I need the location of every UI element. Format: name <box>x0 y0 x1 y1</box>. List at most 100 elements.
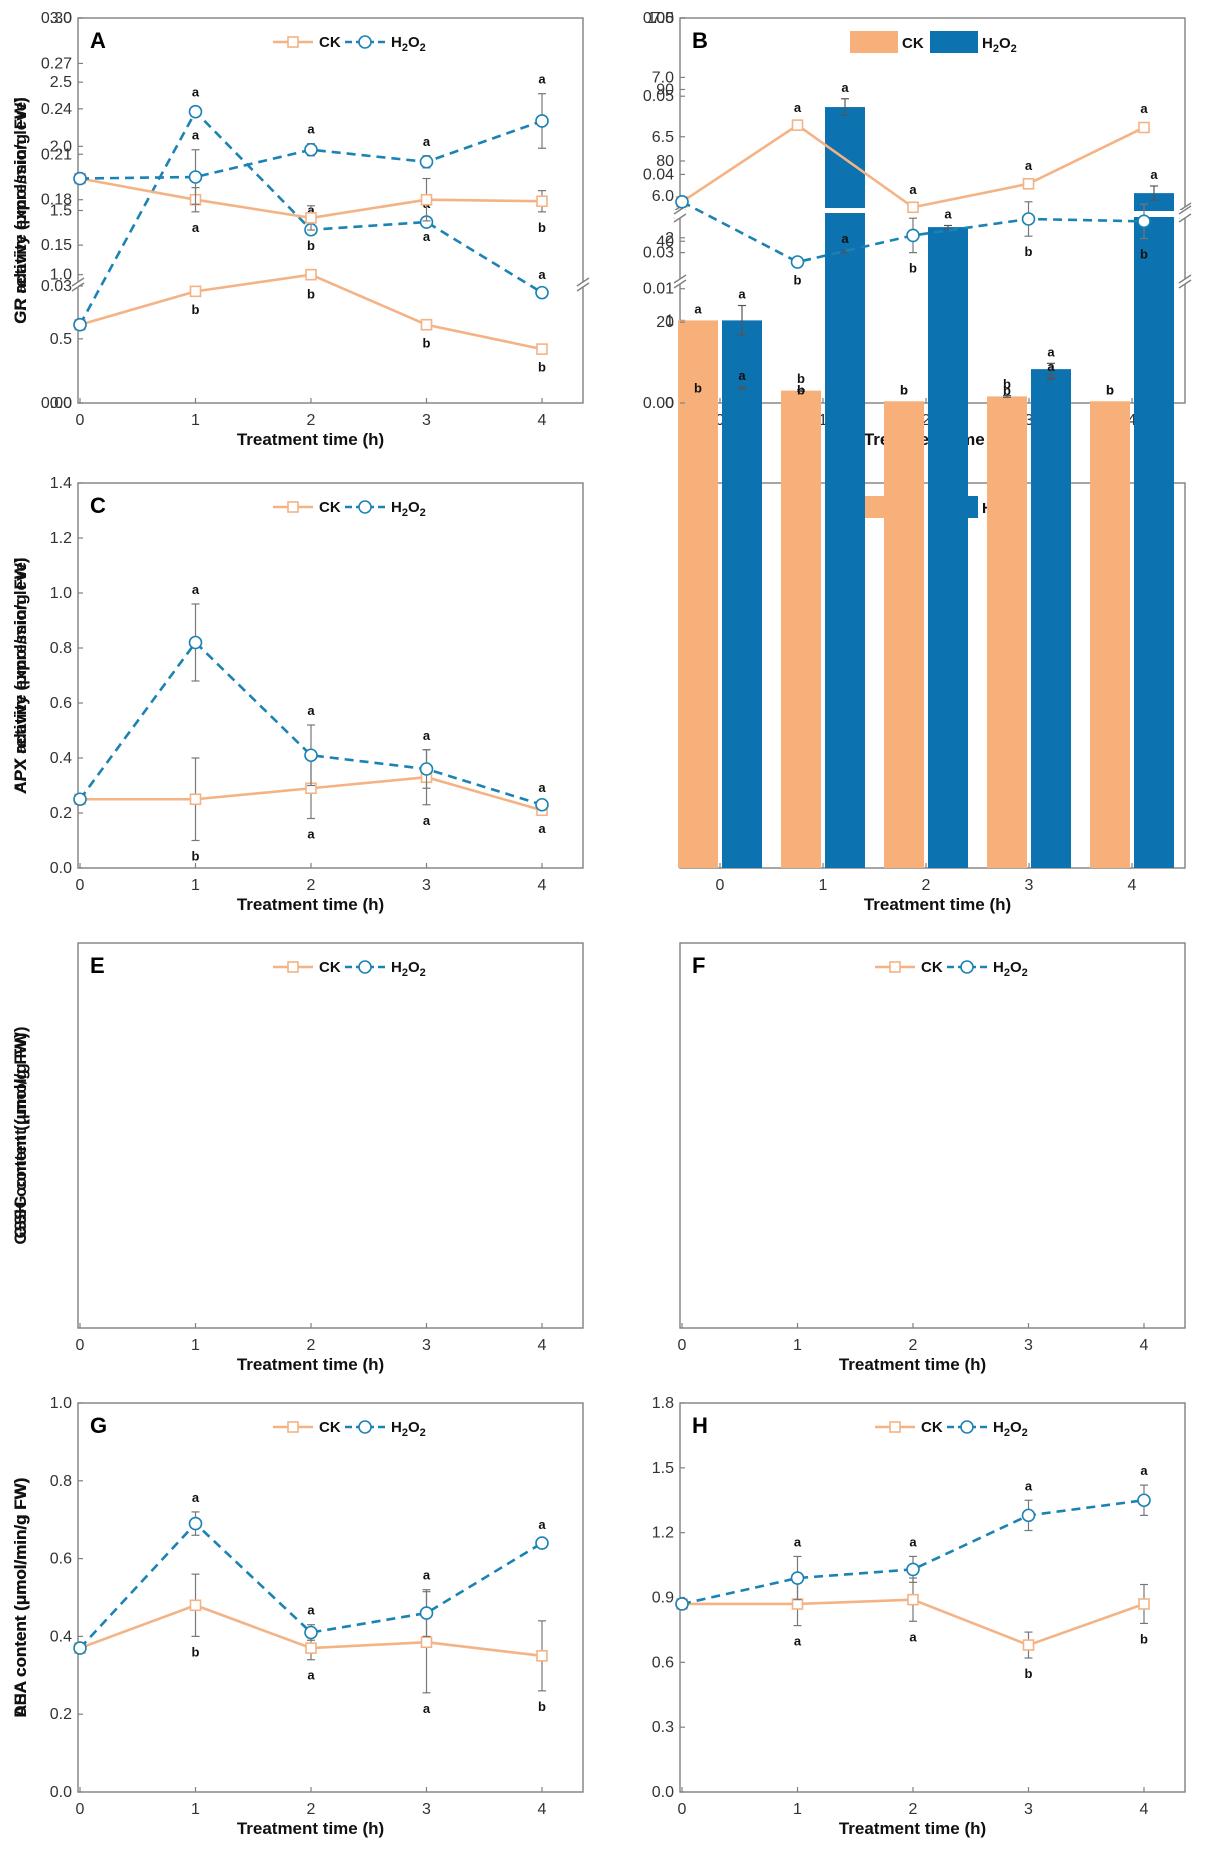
significance-label: a <box>738 368 746 383</box>
x-tick-label: 1 <box>191 412 200 429</box>
ck-bar <box>678 399 718 868</box>
significance-label: b <box>900 382 908 397</box>
ck-bar <box>1090 401 1130 868</box>
x-tick-label: 3 <box>422 877 431 894</box>
axis-break-gap <box>577 282 589 287</box>
h2o2-data-point <box>304 142 318 157</box>
ck-bar <box>781 401 821 868</box>
ck-data-point <box>536 343 548 355</box>
ck-data-point <box>189 793 202 806</box>
legend-ck-marker <box>287 1421 299 1433</box>
y-tick-label: 1.0 <box>50 585 72 602</box>
y-tick-label: 1.2 <box>50 530 72 547</box>
ck-data-point <box>189 1599 202 1612</box>
significance-label: b <box>192 1644 200 1659</box>
x-tick-label: 2 <box>307 1337 316 1354</box>
legend-h2o2-sub: 2 <box>1022 1427 1028 1439</box>
significance-label: a <box>794 100 802 115</box>
axis-break-mark <box>1178 274 1192 284</box>
y-tick-label: 0.3 <box>652 1719 674 1736</box>
legend-h2o2-part: H <box>391 1419 402 1436</box>
legend-ck-label: CK <box>319 1419 341 1436</box>
significance-label: a <box>1047 344 1055 359</box>
ck-data-point <box>1138 121 1150 134</box>
legend-ck-label: CK <box>902 35 924 52</box>
panel-label: C <box>90 493 106 518</box>
x-tick-label: 4 <box>538 1337 547 1354</box>
ck-bar <box>987 402 1027 868</box>
h2o2-data-point <box>1021 1508 1036 1523</box>
significance-label: b <box>694 380 702 395</box>
h2o2-data-point <box>790 1571 805 1585</box>
significance-label: a <box>944 206 952 221</box>
x-tick-label: 0 <box>76 1337 85 1354</box>
ck-data-point <box>907 1593 919 1606</box>
significance-label: b <box>307 238 315 253</box>
y-tick-label: 0 <box>665 395 674 412</box>
significance-label: a <box>423 229 431 244</box>
y-tick-label: 0.01 <box>643 281 674 298</box>
y-tick-label: 0.8 <box>50 1473 72 1490</box>
y-tick-label: 0.00 <box>643 395 674 412</box>
axis-break-mark <box>673 213 687 223</box>
legend-h2o2-marker <box>960 960 974 974</box>
legend-ck-marker <box>287 501 299 513</box>
h2o2-data-point <box>1137 1493 1151 1508</box>
panel-label: E <box>90 953 105 978</box>
legend-h2o2-sub: 2 <box>1011 43 1017 55</box>
h2o2-data-point <box>188 104 203 119</box>
y-tick-label: 0.03 <box>41 278 72 295</box>
x-tick-label: 0 <box>678 1801 687 1818</box>
significance-label: a <box>909 1534 917 1549</box>
h2o2-data-point <box>188 635 203 650</box>
panel-label: B <box>692 28 708 53</box>
ck-data-point <box>305 212 317 224</box>
ck-data-point <box>791 1598 804 1610</box>
h2o2-bar <box>1134 193 1174 868</box>
significance-label: b <box>909 261 917 276</box>
x-tick-label: 2 <box>909 1801 918 1818</box>
axis-break-mark <box>576 282 590 292</box>
significance-label: a <box>423 1701 431 1716</box>
panel-h: 0.0 0.3 0.6 0.9 1.2 1.5 1.8 0 1 2 3 4 Treatment time… <box>11 1395 1186 1838</box>
h2o2-data-point <box>73 1641 87 1655</box>
significance-label: a <box>909 1629 917 1644</box>
legend-h2o2-sub: 2 <box>402 1427 408 1439</box>
x-tick-label: 3 <box>422 1801 431 1818</box>
h2o2-data-point <box>73 171 87 186</box>
significance-label: a <box>538 267 546 282</box>
y-tick-label: 0.0 <box>652 1784 674 1801</box>
h2o2-data-point <box>304 1625 318 1640</box>
y-axis-label-gene: GR <box>11 298 30 324</box>
legend-ck-marker <box>287 36 299 48</box>
axis-break-gap <box>674 279 686 284</box>
y-axis-label-gene: APX <box>11 757 30 795</box>
x-tick-label: 3 <box>1024 1337 1033 1354</box>
significance-label: b <box>538 1699 546 1714</box>
significance-label: a <box>1047 359 1055 374</box>
x-tick-label: 1 <box>819 412 828 429</box>
legend-ck-label: CK <box>921 1419 943 1436</box>
y-tick-label: 2.5 <box>50 74 72 91</box>
ck-bar <box>987 396 1027 403</box>
plot-frame <box>679 1402 1186 1793</box>
y-tick-label: 0.8 <box>50 640 72 657</box>
legend-h2o2-marker <box>358 500 372 514</box>
significance-label: a <box>307 703 315 718</box>
significance-label: b <box>1106 382 1114 397</box>
legend-h2o2-sub: 2 <box>1004 1427 1010 1439</box>
ck-data-point <box>536 195 548 208</box>
ck-data-point <box>791 119 804 131</box>
x-tick-label: 0 <box>76 1801 85 1818</box>
significance-label: a <box>794 1634 802 1649</box>
panel-label: G <box>90 1413 107 1438</box>
significance-label: a <box>192 85 200 100</box>
legend-h2o2-part: H <box>391 34 402 51</box>
y-tick-label: 1.0 <box>50 1395 72 1412</box>
ck-bar <box>781 390 821 403</box>
legend-h2o2-marker <box>358 35 372 49</box>
legend-h2o2-sub: 2 <box>420 1427 426 1439</box>
panel-b: 0 1 2 6.0 6.5 7.0 7.5 0 1 2 3 4 Treatment time (h) GR… <box>11 10 1192 449</box>
significance-label: b <box>538 220 546 235</box>
